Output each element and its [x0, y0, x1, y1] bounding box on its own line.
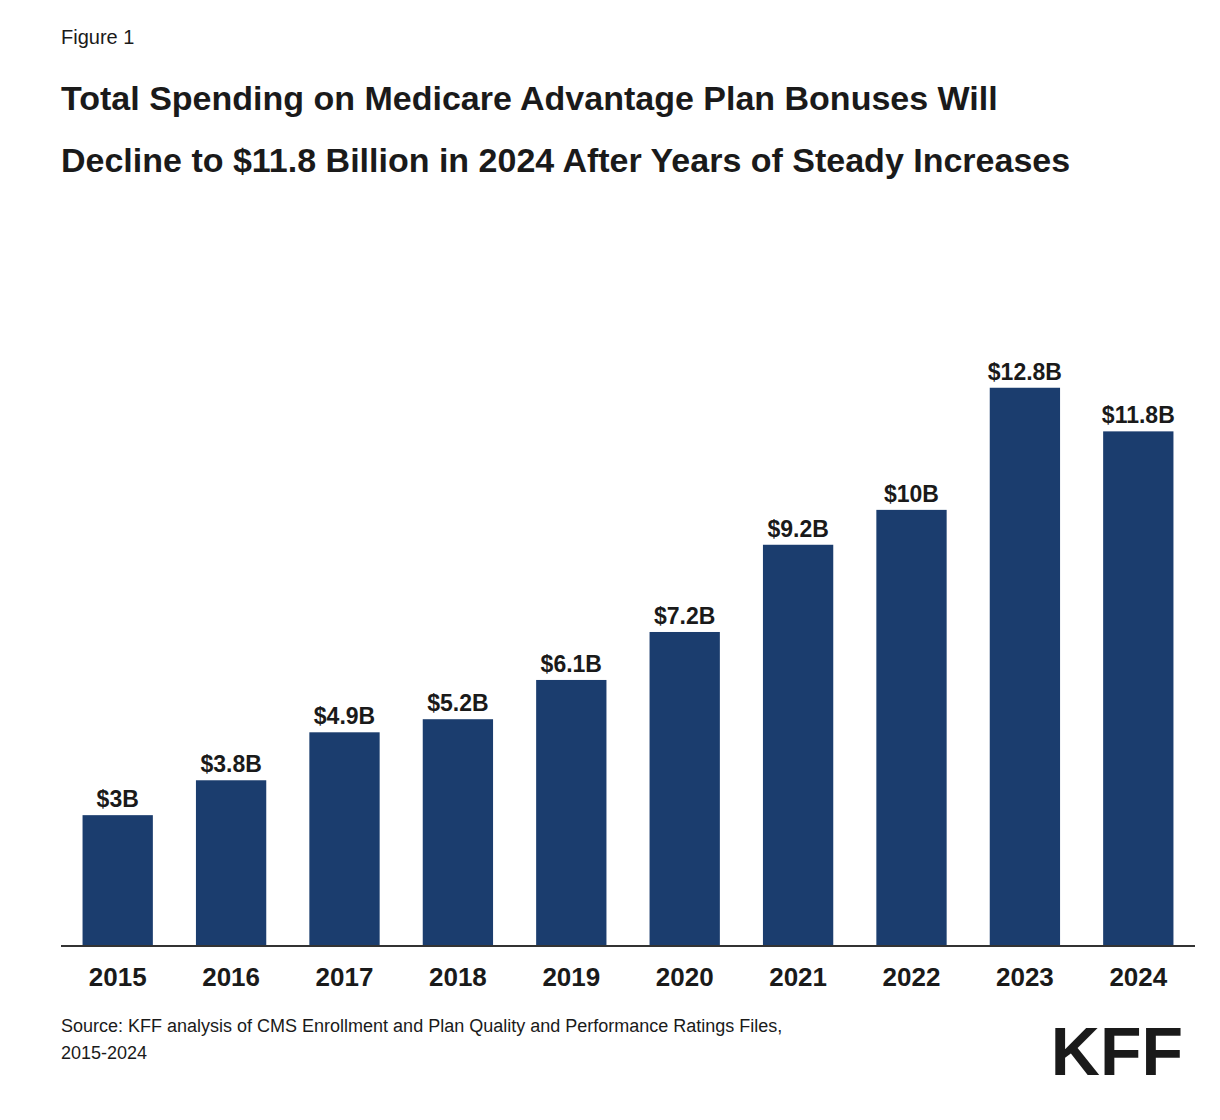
bar: [196, 780, 266, 946]
x-tick-label: 2015: [89, 962, 147, 992]
bars: [83, 388, 1174, 946]
bar: [423, 719, 493, 946]
x-tick-label: 2021: [769, 962, 827, 992]
data-label: $9.2B: [767, 516, 828, 542]
bar: [763, 545, 833, 946]
bar: [83, 815, 153, 946]
bar: [1103, 431, 1173, 946]
data-label: $3.8B: [200, 751, 261, 777]
x-tick-label: 2017: [316, 962, 374, 992]
bar: [876, 510, 946, 946]
background: [0, 0, 1220, 1120]
bar: [536, 680, 606, 946]
x-tick-label: 2018: [429, 962, 487, 992]
x-tick-label: 2022: [883, 962, 941, 992]
x-axis-line: [61, 945, 1195, 947]
data-label: $5.2B: [427, 690, 488, 716]
data-label: $3B: [97, 786, 139, 812]
data-label: $7.2B: [654, 603, 715, 629]
figure-label: Figure 1: [61, 26, 134, 48]
data-label: $4.9B: [314, 703, 375, 729]
x-tick-label: 2024: [1109, 962, 1167, 992]
x-tick-label: 2019: [542, 962, 600, 992]
source-note: Source: KFF analysis of CMS Enrollment a…: [61, 1016, 782, 1063]
x-tick-label: 2020: [656, 962, 714, 992]
data-label: $10B: [884, 481, 939, 507]
bar: [309, 732, 379, 946]
x-tick-label: 2016: [202, 962, 260, 992]
title: Total Spending on Medicare Advantage Pla…: [61, 79, 1070, 179]
bar: [990, 388, 1060, 946]
data-label: $6.1B: [541, 651, 602, 677]
data-label: $12.8B: [988, 359, 1062, 385]
data-label: $11.8B: [1102, 402, 1175, 428]
logo-text: KFF: [1051, 1013, 1183, 1089]
x-tick-label: 2023: [996, 962, 1054, 992]
chart: Figure 1 Total Spending on Medicare Advan…: [0, 0, 1220, 1120]
bar: [650, 632, 720, 946]
